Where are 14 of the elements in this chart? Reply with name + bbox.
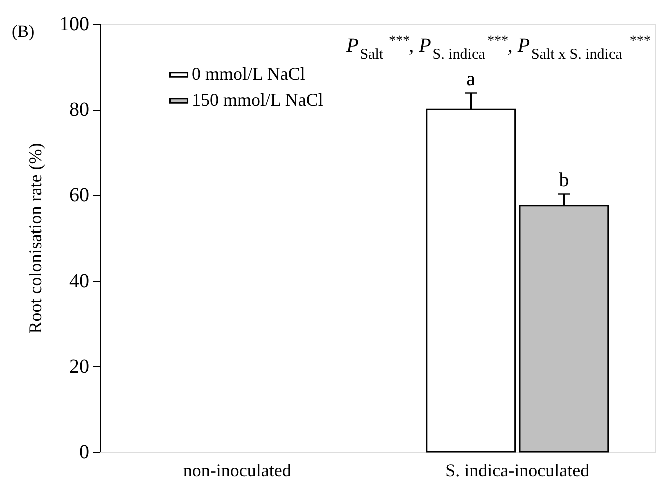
y-tick-label: 60	[70, 184, 90, 207]
y-tick-label: 0	[80, 442, 90, 464]
legend-label: 150 mmol/L NaCl	[192, 90, 324, 110]
y-axis-title: Root colonisation rate (%)	[26, 143, 46, 334]
x-tick-label: non-inoculated	[183, 460, 292, 480]
x-tick-label: S. indica-inoculated	[446, 460, 590, 480]
y-tick-label: 20	[70, 356, 90, 378]
y-tick-label: 40	[70, 270, 90, 292]
text: (B)	[12, 22, 35, 41]
annotation: a	[466, 68, 476, 90]
legend-label: 0 mmol/L NaCl	[192, 64, 306, 84]
annotation: b	[559, 169, 570, 192]
y-tick-label: 100	[60, 14, 90, 36]
y-tick-label: 80	[70, 99, 90, 122]
